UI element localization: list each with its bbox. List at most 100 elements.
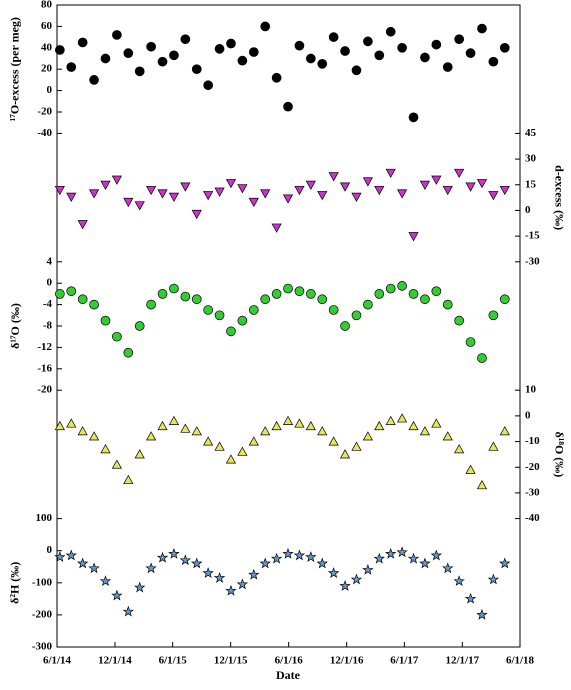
- data-point: [237, 55, 248, 66]
- data-point: [123, 347, 134, 358]
- data-point: [362, 563, 374, 575]
- data-point: [499, 185, 510, 196]
- data-point: [145, 562, 157, 574]
- data-point: [237, 184, 248, 194]
- data-point: [397, 413, 408, 423]
- y-tick-label: -30: [525, 255, 540, 267]
- data-point: [146, 299, 156, 310]
- data-point: [385, 547, 397, 559]
- data-point: [225, 179, 237, 189]
- y-axis-label: δ¹⁷O (‰): [8, 303, 22, 349]
- data-point: [408, 232, 419, 242]
- data-point: [260, 294, 271, 305]
- data-point: [420, 294, 430, 305]
- y-tick-label: -300: [32, 641, 53, 653]
- data-point: [191, 64, 202, 75]
- data-point: [282, 415, 294, 425]
- data-point: [487, 573, 500, 585]
- data-point: [271, 223, 282, 233]
- data-point: [419, 557, 431, 569]
- data-point: [408, 420, 419, 431]
- data-point: [396, 546, 408, 558]
- data-point: [123, 48, 134, 59]
- y-tick-label: -8: [43, 320, 53, 332]
- data-point: [191, 557, 203, 569]
- data-point: [54, 420, 65, 431]
- y-tick-label: 15: [525, 178, 537, 190]
- y-tick-label: 40: [41, 41, 53, 53]
- data-point: [214, 310, 225, 321]
- data-point: [157, 189, 168, 199]
- data-point: [157, 420, 168, 431]
- data-point: [374, 50, 385, 61]
- data-point: [499, 557, 511, 569]
- data-point: [260, 189, 271, 199]
- data-point: [340, 321, 350, 331]
- data-point: [328, 436, 339, 446]
- data-point: [294, 418, 305, 428]
- data-point: [248, 568, 260, 580]
- data-point: [294, 185, 305, 196]
- data-point: [351, 192, 362, 202]
- data-point: [191, 426, 202, 436]
- data-point: [77, 220, 88, 230]
- data-point: [476, 179, 488, 189]
- data-point: [488, 310, 499, 321]
- data-point: [179, 554, 192, 566]
- data-point: [294, 40, 305, 51]
- data-point: [431, 286, 442, 297]
- data-point: [77, 426, 88, 436]
- data-point: [499, 426, 510, 436]
- data-point: [248, 305, 259, 315]
- data-point: [328, 305, 339, 315]
- data-point: [385, 415, 396, 425]
- data-point: [123, 197, 134, 208]
- y-tick-label: -20: [525, 461, 540, 473]
- data-point: [203, 80, 214, 91]
- y-tick-label: -16: [37, 362, 52, 374]
- data-point: [260, 21, 271, 32]
- data-point: [191, 209, 202, 220]
- y-tick-label: 45: [525, 127, 537, 139]
- data-point: [362, 177, 373, 187]
- y-tick-label: -200: [32, 608, 53, 620]
- y-tick-label: 0: [47, 84, 53, 96]
- data-point: [340, 46, 350, 56]
- data-point: [157, 289, 168, 299]
- data-point: [283, 101, 293, 112]
- data-point: [191, 294, 202, 305]
- y-axis-label: δ²H (‰): [8, 562, 22, 604]
- data-point: [350, 573, 363, 585]
- y-tick-label: -12: [37, 341, 52, 353]
- y-tick-label: 0: [47, 544, 53, 556]
- data-point: [442, 62, 453, 72]
- data-point: [66, 286, 77, 297]
- data-point: [66, 62, 77, 72]
- data-point: [465, 48, 476, 59]
- y-tick-label: 30: [525, 153, 537, 165]
- data-point: [111, 459, 122, 469]
- data-point: [180, 291, 191, 302]
- y-tick-label: 100: [36, 512, 53, 524]
- data-point: [430, 549, 443, 561]
- y-tick-label: -40: [37, 127, 52, 139]
- data-point: [465, 182, 476, 192]
- data-point: [317, 426, 328, 436]
- y-tick-label: -15: [525, 230, 540, 242]
- x-tick-label: 12/1/14: [98, 655, 132, 667]
- data-point: [499, 294, 510, 305]
- data-point: [225, 454, 237, 464]
- y-tick-label: -20: [37, 384, 52, 396]
- data-point: [327, 567, 340, 579]
- data-point: [88, 431, 100, 441]
- data-point: [305, 289, 316, 299]
- data-point: [76, 557, 89, 569]
- data-point: [339, 580, 351, 591]
- data-point: [100, 444, 111, 454]
- data-point: [89, 75, 99, 85]
- data-point: [317, 191, 328, 201]
- data-point: [282, 194, 294, 204]
- data-point: [270, 552, 283, 564]
- y-tick-label: 60: [41, 20, 53, 32]
- y-axis-label: δ¹⁸O (‰): [552, 432, 566, 478]
